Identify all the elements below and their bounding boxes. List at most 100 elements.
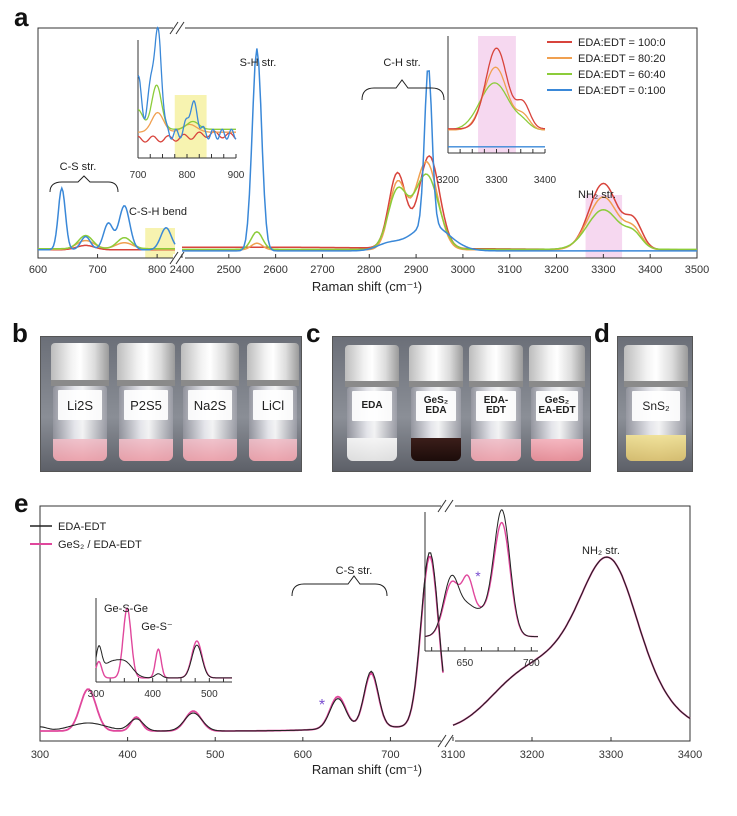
axis-break-gap-top <box>441 502 455 510</box>
series-60-40-right <box>182 173 697 251</box>
vial-liquid <box>410 437 462 462</box>
break-mark-1-top <box>169 21 179 35</box>
panel-b-label: b <box>12 318 28 348</box>
legend-entry: GeS₂ / EDA-EDT <box>58 539 142 551</box>
panel-d-vial: SnS₂ <box>624 345 688 465</box>
inset-e2-eda-edt <box>424 509 538 638</box>
vial-liquid <box>530 439 584 462</box>
vial-label: P2S5 <box>124 390 168 421</box>
ch-annotation: C-H str. <box>383 57 420 69</box>
vial-label: LiCl <box>253 390 293 421</box>
series-eda-edt-right <box>452 556 691 726</box>
legend-entry: EDA:EDT = 0:100 <box>578 85 666 97</box>
axis-break-gap <box>173 254 185 262</box>
tick-label: 800 <box>148 264 166 276</box>
inset1-tick-label: 900 <box>228 170 245 181</box>
vial-liquid <box>118 438 174 462</box>
tick-label: 3400 <box>678 749 702 761</box>
inset-e1-tick-label: 500 <box>201 689 218 700</box>
panel-b-vial: Li2S <box>51 343 109 465</box>
vial-label: GeS₂ EA-EDT <box>535 391 579 422</box>
tick-label: 600 <box>294 749 312 761</box>
panel-b-photo: Li2S P2S5 Na2S LiCl <box>40 336 302 472</box>
nh-annotation: NH₂ str. <box>578 189 616 201</box>
vial-cap <box>51 343 109 385</box>
vial-cap <box>247 343 299 385</box>
tick-label: 2600 <box>263 264 287 276</box>
tick-label: 3300 <box>599 749 623 761</box>
series-ges2-left <box>40 555 444 732</box>
panel-c-photo: EDA GeS₂ EDA EDA-EDT GeS₂ EA-EDT <box>332 336 591 472</box>
panel-c-vial: GeS₂ EDA <box>409 345 463 465</box>
vial-liquid <box>52 438 108 462</box>
vial-liquid <box>470 439 522 462</box>
tick-label: 3500 <box>685 264 709 276</box>
vial-cap-rim <box>529 381 585 387</box>
vial-cap <box>529 345 585 386</box>
vial-glass: EDA-EDT <box>470 387 522 462</box>
panel-e-label: e <box>14 488 29 518</box>
inset2-highlight <box>478 36 516 153</box>
tick-label: 3400 <box>638 264 662 276</box>
vial-cap <box>345 345 399 386</box>
csh-annotation: C-S-H bend <box>129 206 187 218</box>
vial-cap-rim <box>247 379 299 386</box>
x-axis-label: Raman shift (cm⁻¹) <box>312 762 422 777</box>
tick-label: 3000 <box>451 264 475 276</box>
series-0-100-left <box>38 186 176 251</box>
vial-cap-rim <box>117 379 175 386</box>
tick-label: 3200 <box>520 749 544 761</box>
x-axis-label: Raman shift (cm⁻¹) <box>312 279 422 294</box>
panel-b-vial: LiCl <box>247 343 299 465</box>
vial-liquid <box>346 437 398 462</box>
vial-glass: Li2S <box>52 385 108 462</box>
vial-glass: EDA <box>346 387 398 462</box>
vial-label: EDA-EDT <box>475 391 517 422</box>
vial-cap <box>409 345 463 386</box>
vial-cap-rim <box>409 381 463 387</box>
vial-glass: GeS₂ EA-EDT <box>530 387 584 462</box>
cs-bracket <box>291 575 388 597</box>
legend-entry: EDA:EDT = 100:0 <box>578 37 666 49</box>
vial-cap <box>117 343 175 385</box>
vial-glass: GeS₂ EDA <box>410 387 462 462</box>
vial-cap-rim <box>624 381 688 387</box>
legend-entry: EDA-EDT <box>58 521 107 533</box>
vial-liquid <box>625 434 687 462</box>
panel-b-vial: P2S5 <box>117 343 175 465</box>
inset-star-marker: * <box>475 568 481 584</box>
inset2-tick-label: 3400 <box>534 175 557 186</box>
break-mark-2 <box>175 251 185 265</box>
inset-e1-tick-label: 400 <box>144 689 161 700</box>
inset2-series-100-0 <box>448 47 546 130</box>
tick-label: 700 <box>88 264 106 276</box>
panel-a-frame <box>37 27 698 259</box>
vial-label: EDA <box>351 391 393 422</box>
break-mark-2-top <box>175 21 185 35</box>
vial-cap-rim <box>51 379 109 386</box>
vial-label: SnS₂ <box>631 391 681 422</box>
vial-cap <box>624 345 688 386</box>
tick-label: 300 <box>31 749 49 761</box>
vial-label: Li2S <box>58 390 102 421</box>
tick-label: 3100 <box>441 749 465 761</box>
tick-label: 600 <box>29 264 47 276</box>
inset-e2-tick-label: 700 <box>523 658 540 669</box>
vial-cap-rim <box>345 381 399 387</box>
vial-label: Na2S <box>188 390 232 421</box>
inset2-tick-label: 3300 <box>485 175 508 186</box>
panel-c-vial: EDA-EDT <box>469 345 523 465</box>
legend-entry: EDA:EDT = 60:40 <box>578 69 666 81</box>
break-mark-2-top <box>444 499 454 513</box>
break-mark-1 <box>169 251 179 265</box>
break-mark-1-top <box>437 499 447 513</box>
axis-break-gap <box>441 737 455 745</box>
inset-e2-tick-label: 650 <box>457 658 474 669</box>
ge-s-annotation: Ge-S⁻ <box>141 621 173 633</box>
inset-e1-ges2 <box>95 607 232 679</box>
tick-label: 2700 <box>310 264 334 276</box>
inset1-series-0-100 <box>137 26 237 140</box>
tick-label: 2800 <box>357 264 381 276</box>
series-0-100-right <box>182 48 697 252</box>
vial-liquid <box>248 438 298 462</box>
